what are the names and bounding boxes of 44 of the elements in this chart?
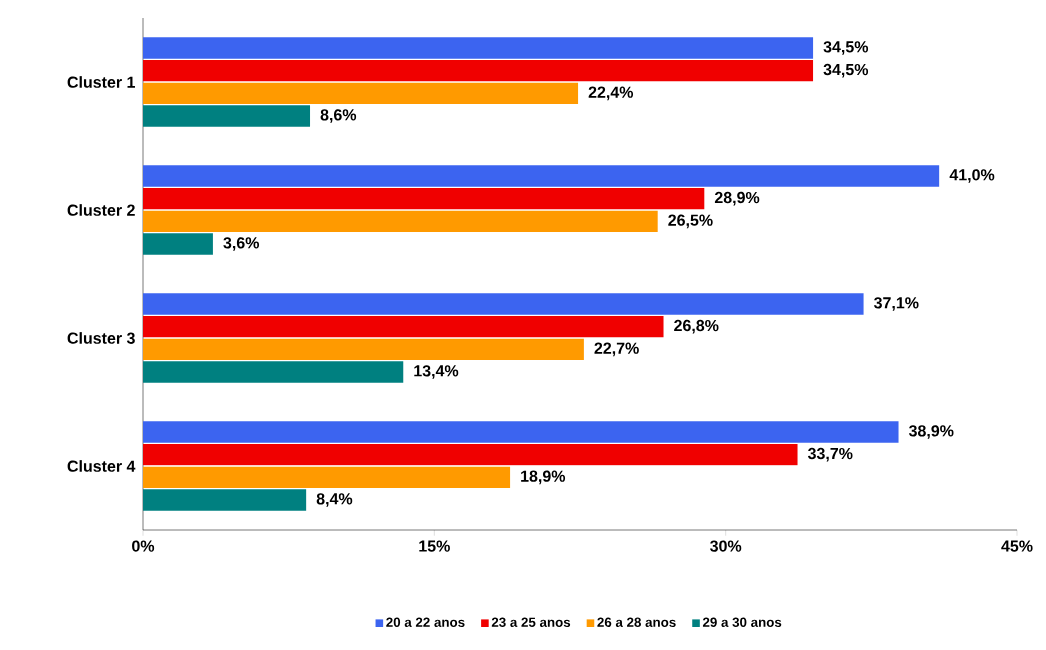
data-label: 28,9% xyxy=(714,191,760,206)
data-label: 41,0% xyxy=(949,169,995,183)
y-tick-label: Cluster 4 xyxy=(67,460,136,472)
bar xyxy=(143,361,404,383)
bar xyxy=(143,444,798,466)
bar xyxy=(143,233,213,255)
legend-label: 23 a 25 anos xyxy=(491,617,571,627)
data-label: 26,5% xyxy=(668,214,713,229)
bar xyxy=(143,210,658,233)
bar xyxy=(143,338,584,361)
data-label: 22,4% xyxy=(588,86,634,101)
data-label: 33,7% xyxy=(807,447,853,462)
data-label: 26,8% xyxy=(674,319,719,334)
data-label: 8,6% xyxy=(320,109,357,123)
bar xyxy=(143,421,899,443)
bar xyxy=(143,489,307,511)
y-tick-label: Cluster 3 xyxy=(67,332,135,344)
legend-label: 20 a 22 anos xyxy=(386,617,465,627)
bar xyxy=(143,316,664,338)
bar xyxy=(143,466,511,488)
bar xyxy=(143,37,814,59)
bar xyxy=(143,188,705,210)
x-tick-label: 45% xyxy=(1001,540,1033,552)
bar xyxy=(143,293,864,315)
data-label: 13,4% xyxy=(414,365,459,379)
data-label: 34,5% xyxy=(823,63,869,78)
data-label: 37,1% xyxy=(873,297,919,311)
data-label: 8,4% xyxy=(316,493,353,507)
x-tick-label: 30% xyxy=(710,540,742,552)
bar xyxy=(143,165,940,187)
data-label: 22,7% xyxy=(594,342,639,357)
bar xyxy=(143,82,579,104)
legend-label: 26 a 28 anos xyxy=(597,617,676,627)
y-tick-label: Cluster 2 xyxy=(67,204,135,216)
bar xyxy=(143,105,311,127)
data-label: 38,9% xyxy=(908,425,954,439)
data-label: 34,5% xyxy=(823,41,869,55)
bar xyxy=(143,60,814,82)
y-tick-label: Cluster 1 xyxy=(67,76,135,88)
legend-label: 29 a 30 anos xyxy=(702,617,782,627)
data-label: 3,6% xyxy=(223,237,260,251)
x-tick-label: 15% xyxy=(419,540,450,552)
x-tick-label: 0% xyxy=(132,540,155,552)
data-label: 18,9% xyxy=(521,470,566,485)
